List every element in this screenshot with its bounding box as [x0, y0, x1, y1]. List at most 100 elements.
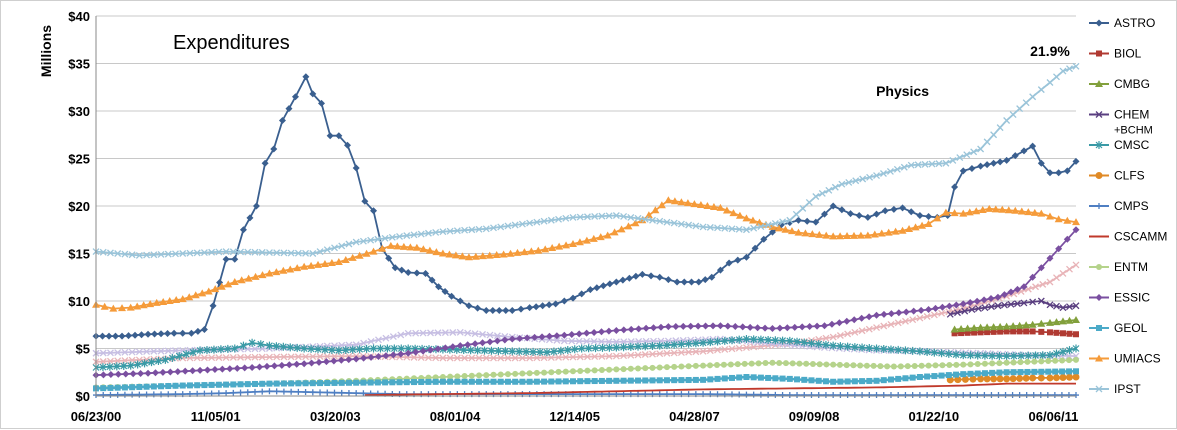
- legend-item: UMIACS: [1089, 352, 1161, 366]
- data-point: [707, 362, 714, 369]
- data-point: [475, 354, 483, 362]
- data-point: [742, 214, 751, 222]
- data-point: [887, 345, 895, 354]
- data-point: [100, 302, 109, 310]
- x-tick-label: 06/23/00: [71, 409, 122, 424]
- data-point: [381, 234, 389, 242]
- data-point: [562, 241, 571, 249]
- data-point: [909, 392, 916, 399]
- data-point: [750, 374, 757, 381]
- data-point: [396, 232, 403, 240]
- data-point: [1066, 330, 1073, 337]
- data-point: [605, 327, 613, 335]
- data-point: [1003, 359, 1010, 366]
- data-point: [439, 228, 447, 236]
- data-point: [548, 243, 557, 251]
- data-point: [432, 354, 440, 362]
- data-point: [353, 390, 360, 397]
- data-point: [748, 216, 757, 224]
- data-point: [270, 145, 278, 153]
- data-point: [1009, 375, 1017, 383]
- data-point: [1052, 374, 1060, 382]
- data-point: [531, 333, 539, 341]
- data-point: [435, 283, 443, 291]
- data-point: [196, 366, 204, 374]
- data-point: [974, 351, 982, 360]
- data-point: [492, 251, 501, 259]
- data-point: [439, 354, 447, 362]
- data-point: [815, 340, 823, 349]
- data-point: [881, 207, 889, 215]
- data-point: [702, 322, 710, 330]
- legend-label: ENTM: [1114, 260, 1148, 274]
- data-point: [553, 332, 561, 340]
- data-point: [161, 355, 169, 364]
- data-point: [945, 349, 953, 358]
- data-point: [789, 360, 796, 367]
- data-point: [1029, 142, 1037, 150]
- data-point: [285, 361, 293, 369]
- data-point: [547, 354, 555, 361]
- data-point: [786, 392, 793, 399]
- legend-label: ASTRO: [1114, 16, 1155, 30]
- data-point: [925, 306, 933, 314]
- data-point: [1037, 264, 1045, 272]
- data-point: [1044, 392, 1051, 399]
- data-point: [1022, 374, 1030, 382]
- legend-item: GEOL: [1089, 321, 1148, 335]
- data-point: [109, 304, 118, 312]
- data-point: [957, 325, 966, 333]
- data-point: [808, 377, 815, 384]
- data-point: [1058, 392, 1065, 399]
- data-point: [812, 193, 820, 200]
- data-point: [382, 379, 389, 386]
- annotation-physics: Physics: [876, 83, 929, 99]
- data-point: [360, 390, 367, 397]
- data-point: [911, 362, 918, 369]
- data-point: [599, 343, 606, 352]
- y-tick-label: $20: [68, 199, 90, 214]
- data-point: [1066, 265, 1073, 273]
- data-point: [664, 323, 672, 331]
- data-point: [1095, 19, 1103, 27]
- data-point: [823, 361, 830, 368]
- data-point: [627, 325, 635, 333]
- data-point: [172, 382, 179, 389]
- data-point: [1038, 328, 1045, 335]
- data-point: [980, 296, 988, 304]
- data-point: [533, 369, 540, 376]
- data-point: [786, 336, 794, 345]
- data-point: [483, 378, 490, 385]
- data-point: [447, 378, 454, 385]
- data-point: [150, 347, 158, 355]
- data-point: [663, 377, 670, 384]
- series-cmsc: [92, 335, 1080, 372]
- data-point: [870, 362, 877, 369]
- data-point: [954, 309, 961, 317]
- data-point: [208, 390, 215, 397]
- data-point: [692, 348, 700, 356]
- data-point: [808, 392, 815, 399]
- data-point: [870, 230, 879, 238]
- data-point: [285, 105, 293, 113]
- data-point: [286, 265, 295, 273]
- data-point: [757, 335, 765, 344]
- data-point: [121, 348, 129, 356]
- data-point: [976, 323, 985, 331]
- data-point: [754, 324, 762, 332]
- data-point: [486, 331, 494, 339]
- data-point: [273, 380, 280, 387]
- data-point: [743, 391, 750, 398]
- data-point: [568, 331, 576, 339]
- data-point: [663, 349, 671, 357]
- data-point: [122, 370, 130, 378]
- data-point: [893, 165, 901, 173]
- data-point: [168, 354, 176, 362]
- data-point: [880, 322, 888, 330]
- data-point: [279, 266, 288, 274]
- data-point: [229, 353, 237, 361]
- data-point: [764, 335, 772, 344]
- data-point: [569, 378, 576, 385]
- data-point: [417, 230, 425, 238]
- data-point: [560, 337, 568, 345]
